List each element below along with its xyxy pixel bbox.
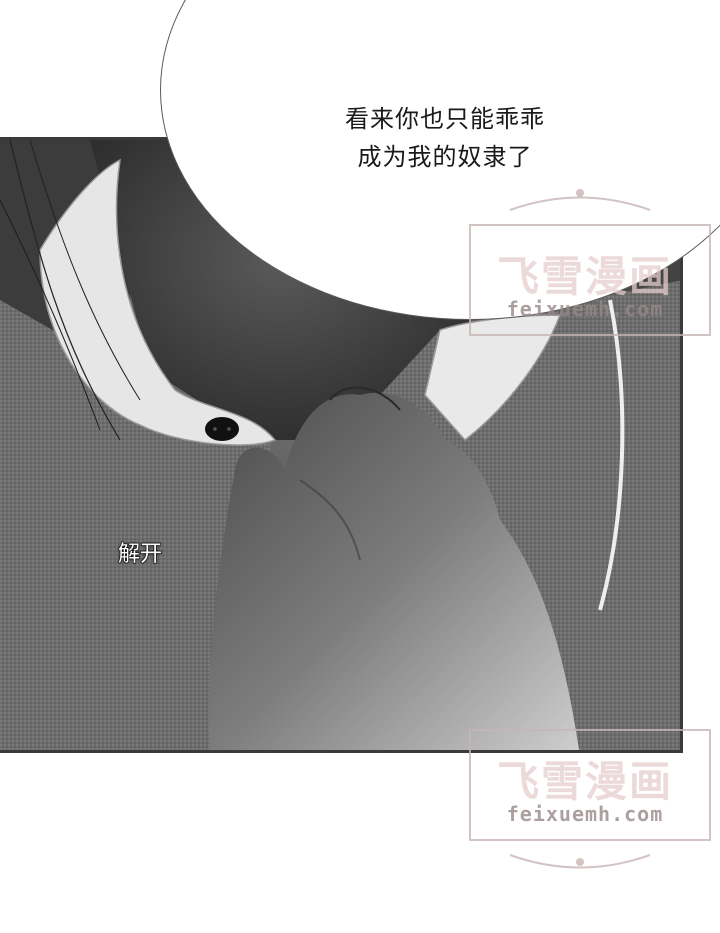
watermark-frame-icon — [469, 729, 711, 869]
speech-bubble-text: 看来你也只能乖乖 成为我的奴隶了 — [300, 100, 590, 176]
watermark-url: feixuemh.com — [506, 297, 664, 321]
speech-line-2: 成为我的奴隶了 — [357, 143, 533, 171]
watermark-brand: 飞雪漫画 — [496, 757, 673, 806]
watermark-frame-icon — [469, 189, 711, 336]
speech-line-1: 看来你也只能乖乖 — [345, 105, 545, 133]
watermark-url: feixuemh.com — [506, 802, 664, 826]
watermark-brand: 飞雪漫画 — [496, 252, 673, 301]
watermark-bottom: 飞雪漫画 feixuemh.com — [450, 690, 720, 870]
watermark-top: 飞雪漫画 feixuemh.com — [450, 185, 720, 365]
panel-illustration — [0, 140, 680, 750]
sound-effect-text: 解开 — [117, 541, 163, 568]
